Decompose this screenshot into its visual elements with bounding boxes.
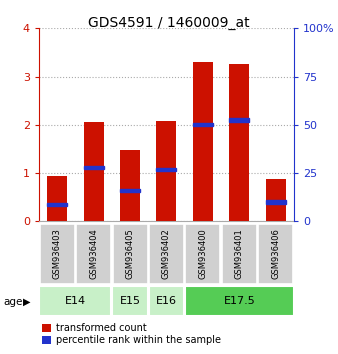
Bar [149, 286, 184, 315]
Bar [42, 324, 51, 332]
Bar [156, 168, 176, 171]
Bar [258, 224, 293, 284]
Bar [120, 189, 140, 193]
Text: GSM936404: GSM936404 [89, 229, 98, 279]
Bar [156, 121, 176, 221]
Bar [193, 62, 213, 221]
Bar [186, 224, 220, 284]
Text: GSM936400: GSM936400 [198, 229, 208, 279]
Text: GSM936403: GSM936403 [53, 229, 62, 279]
Text: GSM936405: GSM936405 [125, 229, 135, 279]
Bar [47, 176, 67, 221]
Text: E15: E15 [120, 296, 141, 306]
Bar [83, 166, 103, 169]
Bar [112, 286, 148, 315]
Bar [120, 150, 140, 221]
Bar [47, 203, 67, 206]
Bar [222, 224, 257, 284]
Bar [42, 336, 51, 344]
Text: E17.5: E17.5 [223, 296, 255, 306]
Text: percentile rank within the sample: percentile rank within the sample [56, 335, 221, 345]
Text: E16: E16 [156, 296, 177, 306]
Text: age: age [3, 297, 23, 307]
Bar [266, 200, 286, 204]
Text: GSM936406: GSM936406 [271, 229, 280, 279]
Bar [76, 224, 111, 284]
Text: ▶: ▶ [23, 297, 30, 307]
Bar [113, 224, 147, 284]
Text: E14: E14 [65, 296, 86, 306]
Bar [193, 123, 213, 126]
Text: GSM936402: GSM936402 [162, 229, 171, 279]
Bar [149, 224, 184, 284]
Text: GSM936401: GSM936401 [235, 229, 244, 279]
Text: GDS4591 / 1460009_at: GDS4591 / 1460009_at [88, 16, 250, 30]
Bar [39, 286, 112, 315]
Bar [40, 224, 75, 284]
Bar [266, 179, 286, 221]
Bar [185, 286, 294, 315]
Bar [230, 63, 249, 221]
Bar [230, 118, 249, 121]
Text: transformed count: transformed count [56, 323, 146, 333]
Bar [83, 122, 103, 221]
